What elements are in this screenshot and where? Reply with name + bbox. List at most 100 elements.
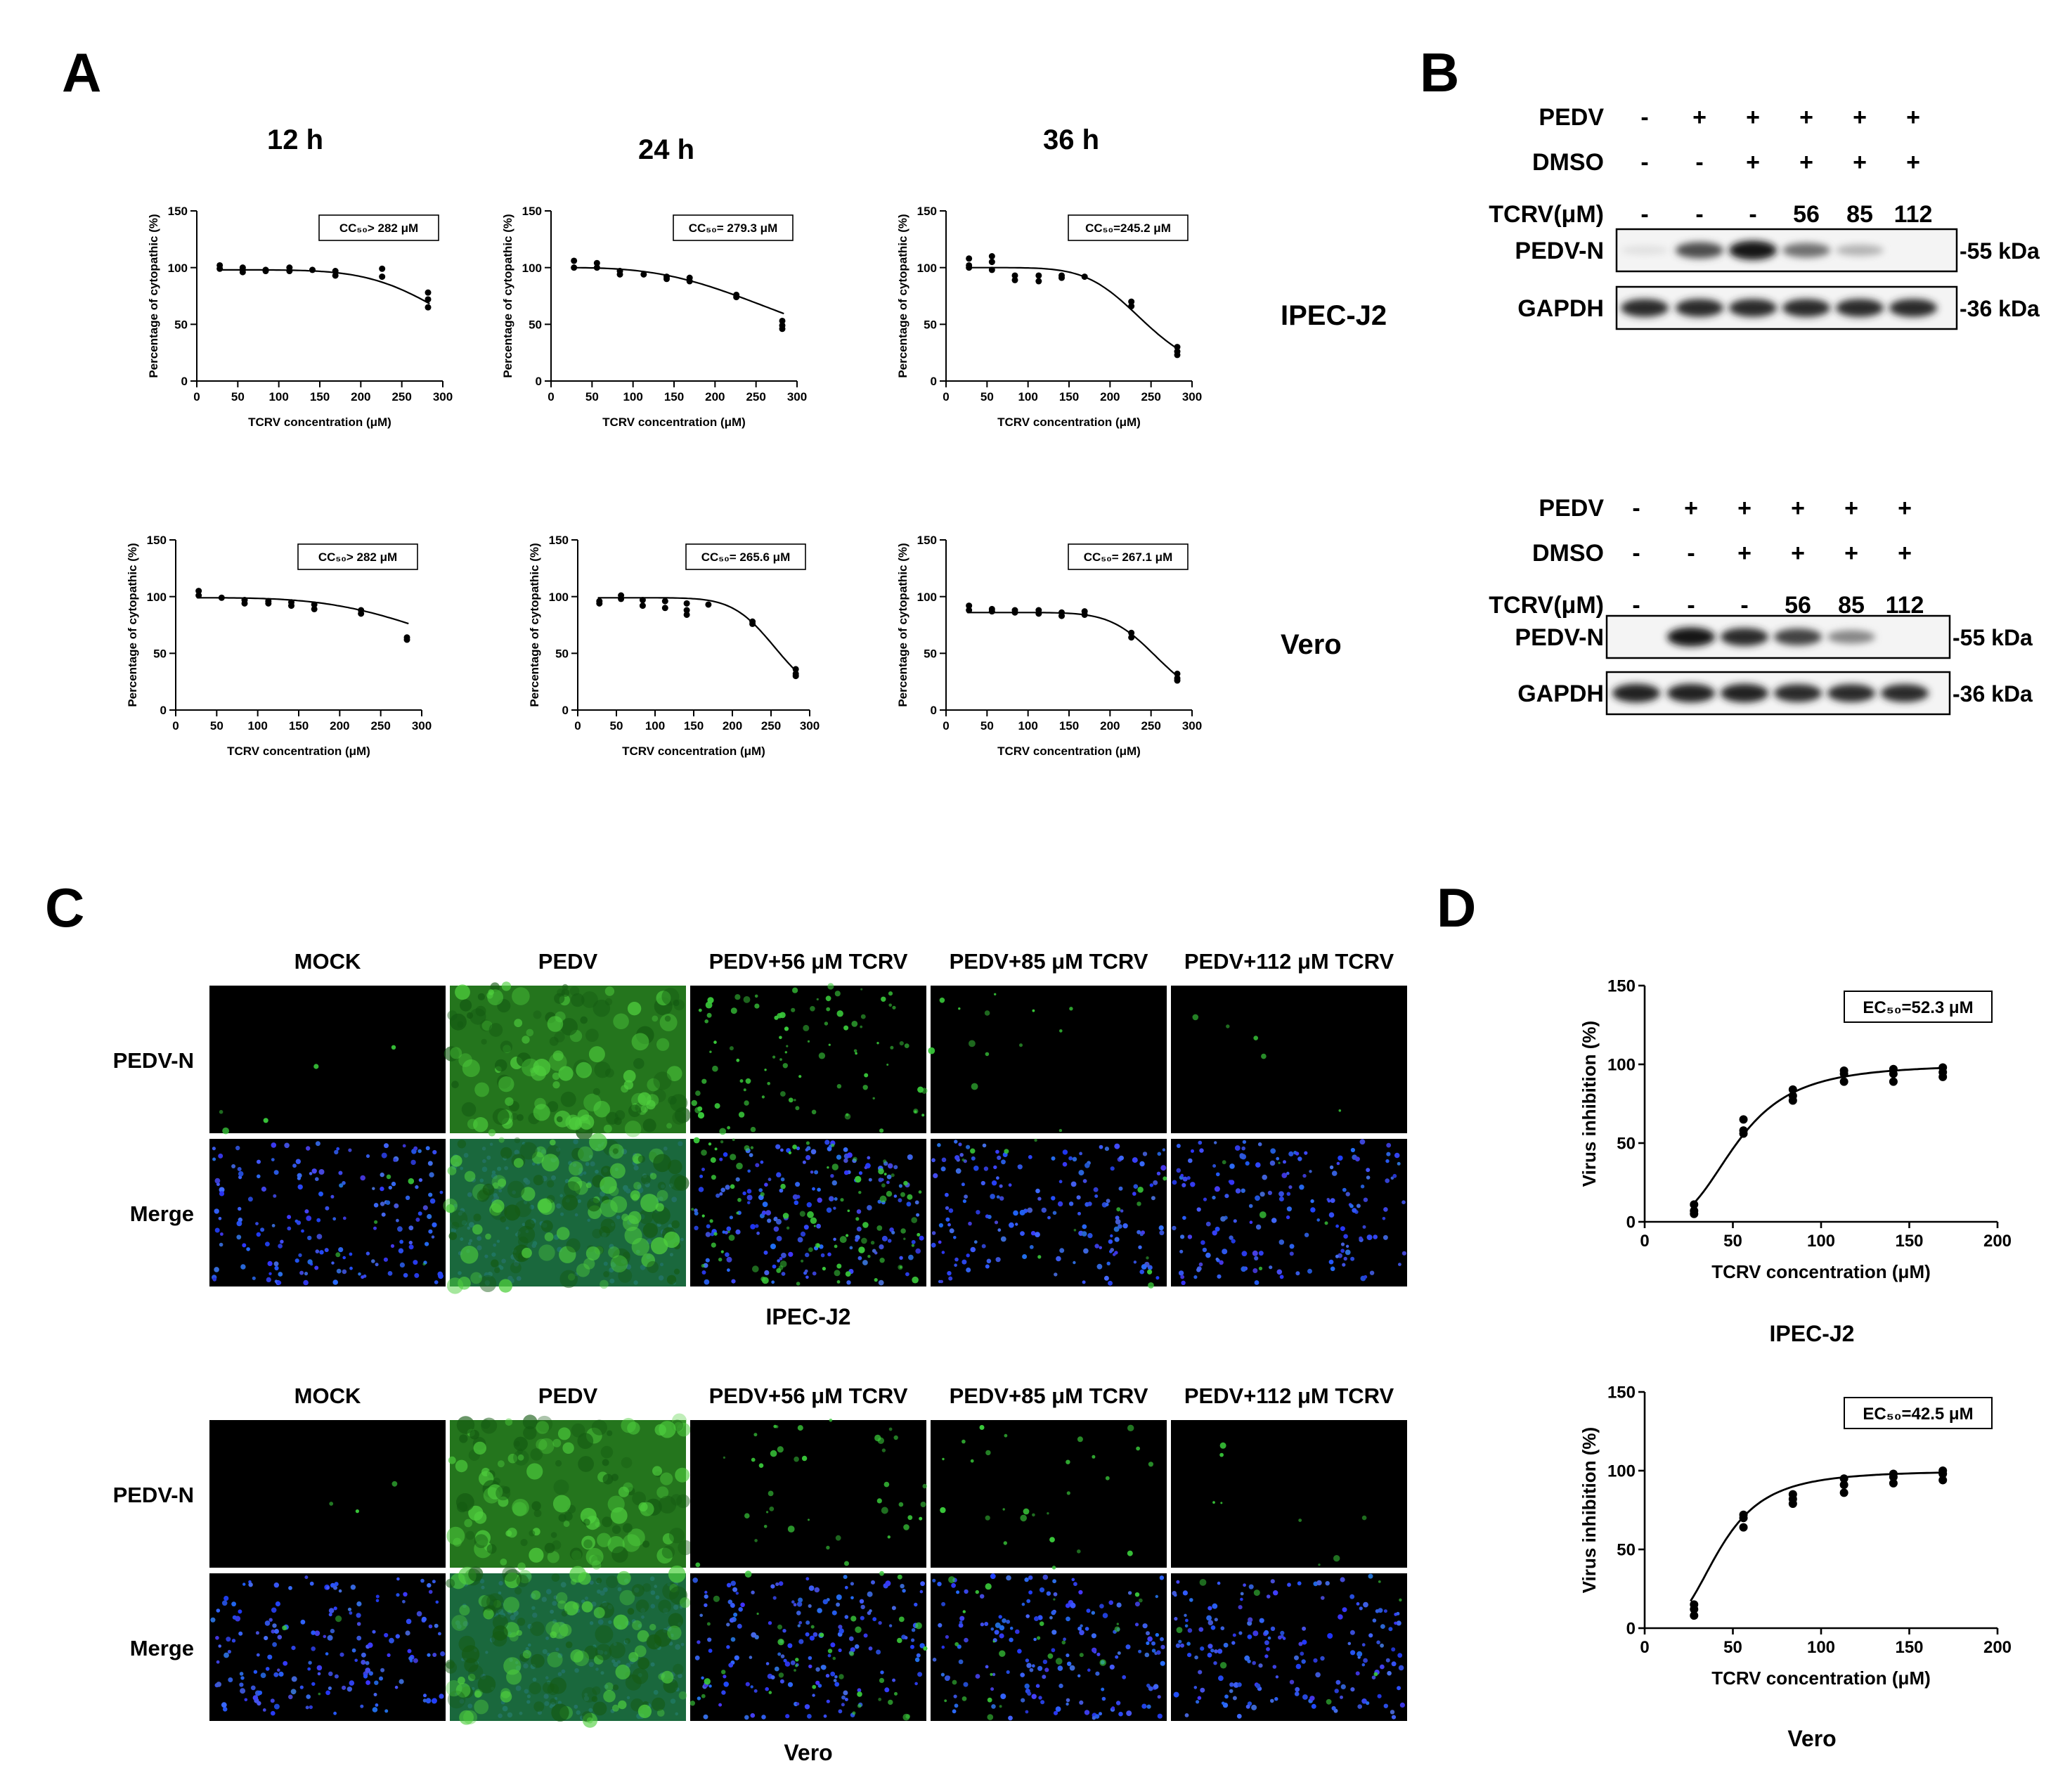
- green-speck: [1105, 1476, 1110, 1481]
- nucleus: [1057, 1201, 1063, 1207]
- data-point: [1889, 1069, 1898, 1078]
- green-cell: [506, 1669, 522, 1685]
- green-cell: [526, 1028, 534, 1037]
- nucleus: [1147, 1265, 1153, 1270]
- green-cell: [473, 1117, 488, 1133]
- nucleus: [1361, 1663, 1366, 1667]
- image-background: [690, 1420, 926, 1568]
- nucleus: [333, 1606, 337, 1611]
- green-speck: [849, 1651, 855, 1656]
- nucleus: [1044, 1668, 1049, 1672]
- green-cell: [522, 1650, 532, 1659]
- nucleus: [1369, 1270, 1375, 1275]
- nucleus: [723, 1675, 727, 1679]
- green-speck: [754, 1539, 758, 1542]
- nucleus: [771, 1280, 775, 1284]
- nucleus: [830, 1671, 836, 1677]
- nucleus: [802, 1160, 806, 1164]
- fluorescence-image: [209, 1420, 446, 1568]
- green-cell: [529, 1682, 541, 1695]
- green-speck: [754, 994, 758, 998]
- green-cell: [640, 1105, 649, 1113]
- green-speck: [743, 996, 751, 1003]
- merge-image: [1171, 1573, 1407, 1721]
- x-tick-label: 0: [1640, 1232, 1649, 1251]
- green-cell: [678, 1691, 687, 1700]
- green-cell: [609, 1186, 619, 1197]
- nucleus: [240, 1264, 246, 1270]
- green-speck: [855, 1626, 862, 1633]
- nucleus: [750, 1713, 756, 1718]
- nucleus: [1057, 1665, 1063, 1671]
- nucleus: [893, 1165, 898, 1170]
- green-cell: [536, 1415, 553, 1433]
- green-speck: [779, 1058, 782, 1061]
- green-speck: [915, 1622, 922, 1630]
- nucleus: [915, 1248, 921, 1254]
- green-cell: [451, 1615, 468, 1631]
- green-speck: [807, 1211, 814, 1218]
- nucleus: [1080, 1624, 1083, 1627]
- green-speck: [827, 983, 834, 990]
- nucleus: [1120, 1209, 1124, 1213]
- green-speck: [736, 1162, 743, 1170]
- green-cell: [622, 1534, 641, 1552]
- green-cell: [610, 1196, 628, 1213]
- nucleus: [339, 1183, 344, 1188]
- nucleus: [1203, 1197, 1207, 1201]
- nucleus: [1350, 1687, 1355, 1692]
- green-speck: [872, 1097, 875, 1100]
- green-cell: [505, 1530, 512, 1537]
- green-speck: [1137, 1187, 1144, 1193]
- nucleus: [1119, 1155, 1124, 1161]
- nucleus: [415, 1185, 419, 1189]
- x-tick-label: 0: [943, 390, 949, 404]
- nucleus: [1366, 1168, 1371, 1173]
- nucleus: [1115, 1655, 1119, 1659]
- green-cell: [674, 1175, 689, 1191]
- green-speck: [903, 1237, 906, 1240]
- green-speck: [855, 1217, 860, 1221]
- nucleus: [368, 1642, 373, 1648]
- green-cell: [656, 991, 671, 1006]
- nucleus: [394, 1685, 399, 1689]
- treatment-value: +: [1898, 495, 1912, 522]
- nucleus: [962, 1199, 966, 1204]
- green-cell: [505, 1097, 514, 1107]
- nucleus: [1079, 1152, 1082, 1156]
- green-speck: [697, 1111, 705, 1119]
- green-speck: [822, 1267, 826, 1271]
- nucleus: [856, 1209, 862, 1214]
- green-speck: [1318, 1563, 1321, 1566]
- nucleus: [823, 1714, 827, 1718]
- nucleus: [764, 1182, 768, 1187]
- green-cell: [611, 1704, 619, 1712]
- green-speck: [1061, 1640, 1066, 1645]
- x-tick-label: 250: [1141, 719, 1160, 733]
- nucleus: [1368, 1573, 1373, 1579]
- green-speck: [897, 1637, 902, 1644]
- data-point: [311, 605, 318, 612]
- nucleus: [1398, 1665, 1404, 1671]
- green-speck: [850, 1615, 857, 1622]
- nucleus: [798, 1597, 803, 1603]
- nucleus: [768, 1621, 772, 1625]
- nucleus: [326, 1586, 330, 1590]
- green-speck: [263, 1118, 268, 1123]
- nucleus: [1133, 1260, 1137, 1264]
- nucleus: [216, 1608, 221, 1613]
- x-axis-label: TCRV concentration (μM): [248, 415, 391, 429]
- nucleus: [1115, 1215, 1120, 1220]
- green-cell: [668, 1528, 685, 1544]
- nucleus: [1217, 1649, 1223, 1654]
- nucleus: [701, 1168, 705, 1171]
- green-speck: [870, 1241, 875, 1245]
- nucleus: [380, 1172, 384, 1178]
- green-speck: [1399, 1598, 1402, 1602]
- green-cell: [555, 1459, 562, 1467]
- fluorescence-image: [931, 1420, 1167, 1570]
- nucleus: [1207, 1620, 1214, 1625]
- nucleus: [1361, 1698, 1367, 1704]
- nucleus: [1053, 1592, 1058, 1597]
- nucleus: [747, 1201, 751, 1205]
